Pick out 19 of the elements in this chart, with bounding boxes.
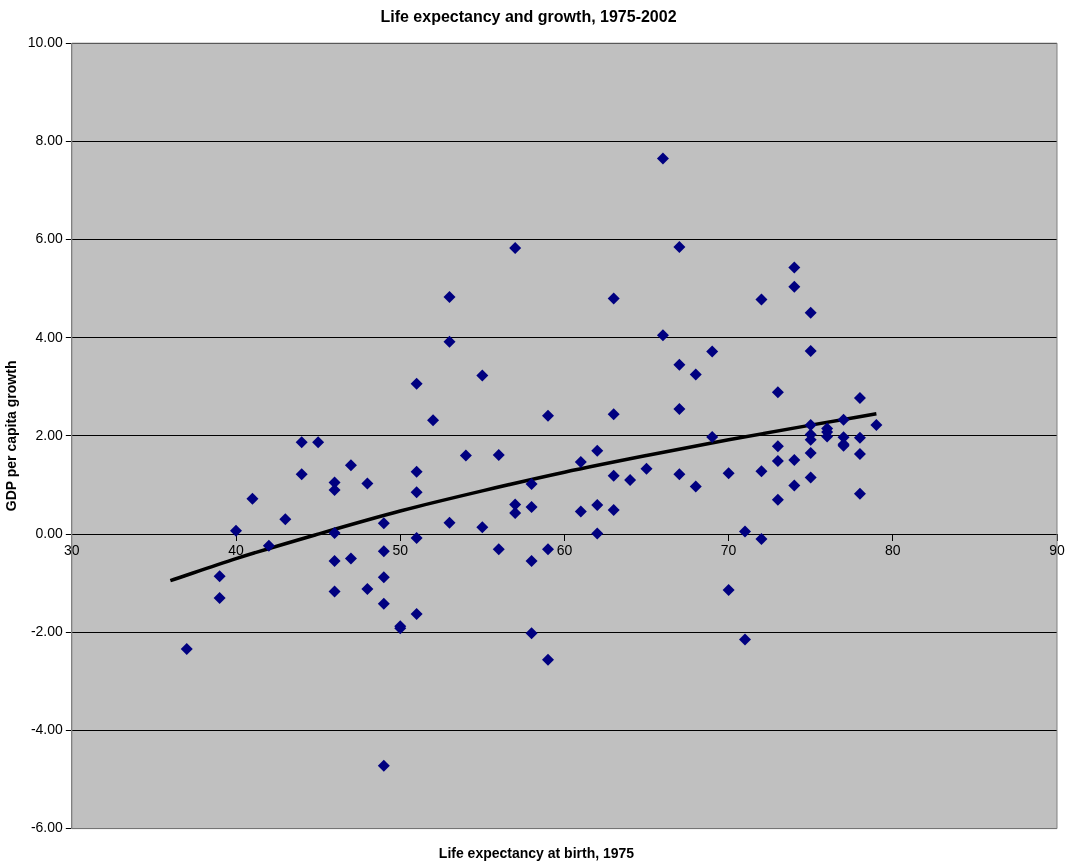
y-tick-label: -6.00: [30, 819, 64, 836]
y-tick-label: 8.00: [35, 132, 64, 149]
y-tick-label: 6.00: [35, 230, 64, 247]
x-tick-label: 70: [720, 542, 737, 559]
y-tick-label: 2.00: [35, 426, 64, 443]
x-tick-label: 40: [228, 542, 245, 559]
x-tick-label: 30: [64, 542, 80, 559]
y-axis-title: GDP per capita growth: [3, 360, 20, 512]
x-tick-label: 60: [556, 542, 573, 559]
y-tick-label: -2.00: [30, 623, 64, 640]
y-tick-label: 4.00: [35, 328, 64, 345]
x-tick-label: 90: [1049, 542, 1065, 559]
y-tick-label: 0.00: [35, 524, 64, 541]
x-tick-label: 50: [392, 542, 409, 559]
chart-title: Life expectancy and growth, 1975-2002: [380, 8, 677, 26]
x-tick-label: 80: [885, 542, 901, 559]
y-tick-label: 10.00: [27, 34, 64, 51]
y-tick-label: -4.00: [30, 721, 64, 738]
x-axis-title: Life expectancy at birth, 1975: [437, 845, 636, 861]
